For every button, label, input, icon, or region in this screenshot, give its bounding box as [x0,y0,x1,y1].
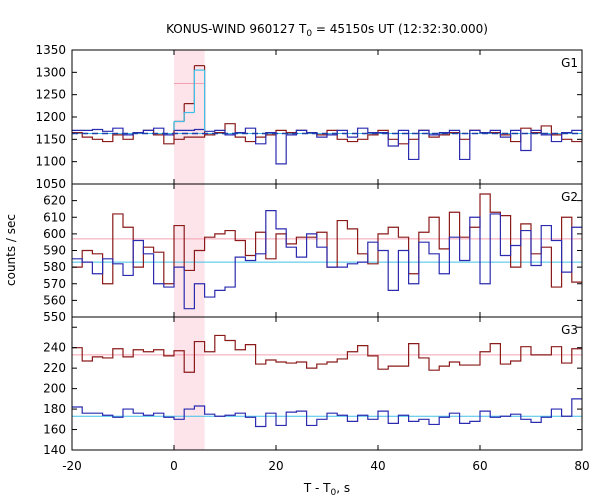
series-blue-G2 [72,210,582,310]
y-tick-label: 1200 [35,110,66,124]
x-tick-label: -20 [62,459,82,473]
x-tick-label: 0 [170,459,178,473]
y-tick-label: 180 [43,402,66,416]
panel-label-G2: G2 [561,190,578,204]
y-tick-label: 1350 [35,43,66,57]
y-tick-label: 140 [43,443,66,457]
y-tick-label: 1150 [35,132,66,146]
panel-label-G1: G1 [561,56,578,70]
plot-area: 1050 1100 1150 1200 1250 1300 1350 G1 550 560 570 5… [35,43,589,473]
y-tick-label: 1100 [35,155,66,169]
panel-label-G3: G3 [561,323,578,337]
x-tick-label: 80 [574,459,589,473]
panel-frame-G1 [71,49,583,185]
series-red-G3 [72,334,582,373]
y-tick-label: 620 [43,194,66,208]
y-tick-label: 220 [43,361,66,375]
y-tick-label: 160 [43,423,66,437]
y-tick-label: 610 [43,210,66,224]
y-tick-label: 1300 [35,65,66,79]
y-tick-label: 560 [43,293,66,307]
x-tick-label: 40 [370,459,385,473]
series-blue-G3 [72,398,582,428]
y-tick-label: 1050 [35,177,66,191]
x-tick-label: 60 [472,459,487,473]
y-tick-label: 570 [43,277,66,291]
y-tick-label: 1250 [35,88,66,102]
y-axis-label: counts / sec [4,214,18,286]
x-tick-label: 20 [268,459,283,473]
series-blue-G1 [72,127,582,165]
y-tick-label: 240 [43,341,66,355]
y-tick-label: 600 [43,227,66,241]
x-axis-label: T - T0, s [303,481,350,498]
series-red-G2 [72,193,582,288]
y-tick-label: 590 [43,244,66,258]
panel-frame-G3 [71,316,583,451]
y-tick-label: 550 [43,310,66,324]
y-tick-label: 580 [43,260,66,274]
y-tick-label: 200 [43,382,66,396]
chart-title: KONUS-WIND 960127 T0 = 45150s UT (12:32:… [166,22,488,39]
series-red-G1 [72,123,582,145]
